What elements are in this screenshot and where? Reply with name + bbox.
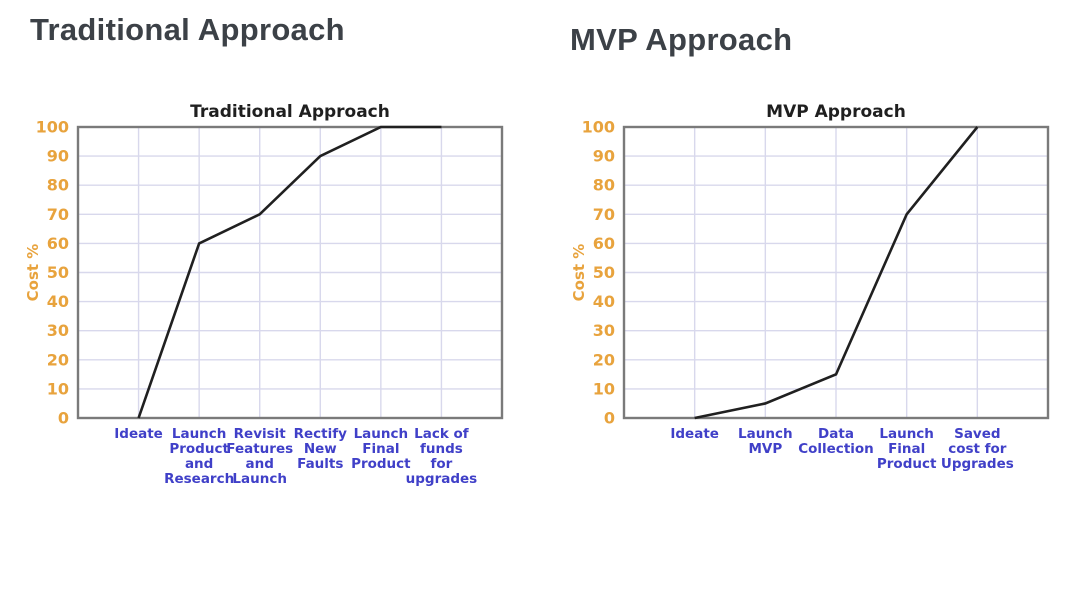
plot-border	[622, 125, 1050, 420]
y-tick-label: 40	[47, 292, 69, 311]
y-tick-label: 20	[593, 350, 615, 369]
y-tick-label: 30	[593, 321, 615, 340]
y-tick-label: 50	[47, 263, 69, 282]
y-tick-label: 80	[593, 176, 615, 195]
x-category-label: Rectify New Faults	[294, 426, 348, 472]
x-category-label: Launch MVP	[738, 426, 793, 457]
y-tick-label: 80	[47, 176, 69, 195]
x-category-label: Launch Final Product	[351, 426, 411, 472]
y-tick-label: 0	[58, 409, 69, 428]
y-tick-label: 100	[36, 118, 69, 137]
y-tick-label: 20	[47, 350, 69, 369]
y-tick-label: 70	[47, 205, 69, 224]
y-tick-label: 90	[47, 147, 69, 166]
chart-title: Traditional Approach	[190, 102, 390, 122]
traditional-approach-heading: Traditional Approach	[30, 12, 345, 47]
y-tick-label: 10	[593, 379, 615, 398]
x-category-label: Data Collection	[798, 426, 874, 457]
y-axis-title: Cost %	[24, 244, 42, 302]
mvp-approach-chart: 0 10 20 30 40 50 60 70 80 90 100 Cost % MVP Approach…	[570, 102, 1050, 472]
y-tick-label: 90	[593, 147, 615, 166]
chart-title: MVP Approach	[766, 102, 906, 122]
x-category-label: Launch Final Product	[877, 426, 937, 472]
y-axis-title: Cost %	[570, 244, 588, 302]
y-tick-label: 10	[47, 379, 69, 398]
data-line	[137, 125, 442, 419]
x-category-label: Launch Product and Research	[164, 426, 234, 487]
x-category-label: Ideate	[114, 426, 163, 442]
y-tick-label: 60	[593, 234, 615, 253]
plot-border	[76, 125, 504, 420]
x-category-label: Ideate	[670, 426, 719, 442]
x-category-label: Saved cost for Upgrades	[941, 426, 1014, 472]
y-tick-label: 100	[582, 118, 615, 137]
mvp-approach-heading: MVP Approach	[570, 22, 793, 57]
x-category-label: Lack of funds for upgrades	[406, 426, 478, 487]
y-tick-label: 30	[47, 321, 69, 340]
data-line	[694, 126, 979, 420]
y-tick-label: 50	[593, 263, 615, 282]
y-tick-label: 40	[593, 292, 615, 311]
y-tick-label: 70	[593, 205, 615, 224]
y-tick-label: 0	[604, 409, 615, 428]
traditional-approach-chart: 0 10 20 30 40 50 60 70 80 90 100 Cost % Traditional …	[24, 102, 504, 487]
y-tick-label: 60	[47, 234, 69, 253]
x-category-label: Revisit Features and Launch	[226, 426, 293, 487]
